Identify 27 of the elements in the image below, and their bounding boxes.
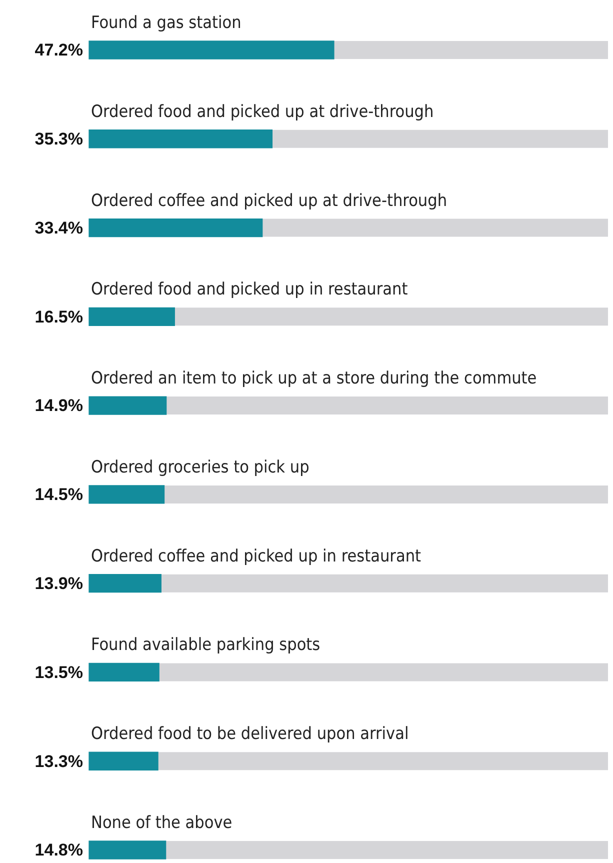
y-tick-label: Ordered food and picked up in restaurant <box>91 280 408 300</box>
y-tick-label: Ordered food to be delivered upon arrival <box>91 724 409 744</box>
bar <box>88 574 162 593</box>
bar <box>88 396 167 415</box>
y-tick-label: Found a gas station <box>91 13 242 33</box>
data-label: 47.2% <box>34 40 83 60</box>
bar <box>88 840 166 860</box>
y-tick-label: Ordered an item to pick up at a store during the commute <box>91 368 537 389</box>
y-tick-label: Found available parking spots <box>91 635 320 656</box>
y-tick-label: Ordered coffee and picked up in restaurant <box>91 546 422 566</box>
y-tick-label: Ordered food and picked up at drive-through <box>91 102 434 122</box>
bar <box>88 307 175 326</box>
bar <box>88 485 165 504</box>
data-label: 13.5% <box>34 662 83 682</box>
data-label: 14.5% <box>34 485 83 504</box>
data-label: 14.8% <box>34 840 83 860</box>
y-tick-label: None of the above <box>91 813 232 833</box>
data-label: 14.9% <box>34 396 83 416</box>
data-label: 13.9% <box>34 574 83 594</box>
data-label: 35.3% <box>34 130 83 149</box>
data-label: 16.5% <box>34 307 83 326</box>
bar <box>88 662 160 682</box>
y-tick-label: Ordered groceries to pick up <box>91 457 310 478</box>
data-label: 33.4% <box>34 218 83 238</box>
data-label: 13.3% <box>34 752 83 771</box>
y-tick-label: Ordered coffee and picked up at drive-through <box>91 190 448 211</box>
bar <box>88 752 158 770</box>
